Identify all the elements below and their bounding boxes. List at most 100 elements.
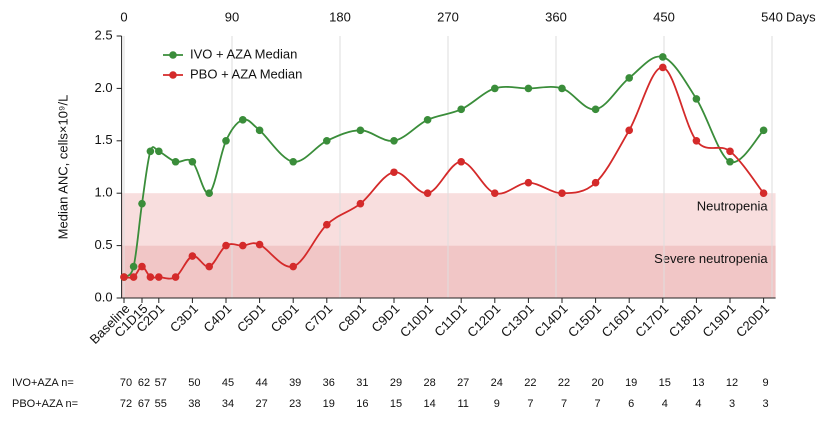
point bbox=[558, 84, 566, 93]
top-tick-label: 450 bbox=[653, 9, 675, 24]
top-tick-label: 270 bbox=[437, 9, 459, 24]
at-risk-value: 39 bbox=[289, 377, 301, 389]
y-tick-label: 0.5 bbox=[95, 237, 113, 252]
at-risk-value: 44 bbox=[255, 377, 267, 389]
point bbox=[239, 241, 247, 250]
point bbox=[138, 199, 146, 208]
band-label: Severe neutropenia bbox=[654, 251, 768, 266]
point bbox=[289, 157, 298, 166]
legend-label: IVO + AZA Median bbox=[190, 46, 297, 61]
band bbox=[121, 245, 776, 298]
x-tick-label: C4D1 bbox=[200, 301, 234, 335]
legend-marker bbox=[169, 51, 177, 59]
point bbox=[155, 273, 163, 281]
at-risk-label: IVO+AZA n= bbox=[12, 377, 74, 389]
x-tick-label: C3D1 bbox=[167, 301, 201, 335]
at-risk-value: 7 bbox=[595, 398, 601, 410]
point bbox=[692, 137, 701, 145]
at-risk-value: 14 bbox=[423, 398, 435, 410]
at-risk-value: 31 bbox=[356, 377, 368, 389]
point bbox=[239, 116, 247, 124]
x-tick-label: C11D1 bbox=[431, 301, 470, 340]
at-risk-value: 23 bbox=[289, 398, 301, 410]
point bbox=[625, 74, 633, 82]
at-risk-value: 67 bbox=[138, 398, 150, 410]
at-risk-value: 9 bbox=[763, 377, 769, 389]
point bbox=[759, 126, 768, 135]
point bbox=[255, 240, 264, 249]
band bbox=[121, 193, 776, 246]
point bbox=[625, 126, 633, 135]
top-tick-label: 0 bbox=[120, 9, 127, 24]
point bbox=[171, 157, 180, 166]
point bbox=[171, 273, 180, 281]
x-tick-label: C8D1 bbox=[335, 301, 369, 335]
point bbox=[491, 189, 499, 197]
at-risk-value: 72 bbox=[120, 398, 132, 410]
y-tick-label: 2.5 bbox=[95, 27, 113, 42]
point bbox=[558, 189, 566, 197]
at-risk-value: 28 bbox=[423, 377, 435, 389]
at-risk-value: 19 bbox=[323, 398, 335, 410]
point bbox=[146, 273, 155, 281]
point bbox=[129, 273, 138, 281]
at-risk-value: 3 bbox=[763, 398, 769, 410]
x-tick-label: C13D1 bbox=[498, 301, 537, 340]
at-risk-value: 38 bbox=[188, 398, 200, 410]
at-risk-value: 6 bbox=[628, 398, 634, 410]
at-risk-value: 12 bbox=[726, 377, 738, 389]
at-risk-value: 55 bbox=[155, 398, 167, 410]
at-risk-value: 19 bbox=[625, 377, 637, 389]
at-risk-value: 70 bbox=[120, 377, 132, 389]
x-tick-label: C16D1 bbox=[599, 301, 638, 340]
at-risk-value: 62 bbox=[138, 377, 150, 389]
y-tick-label: 2.0 bbox=[95, 80, 113, 95]
y-axis-label: Median ANC, cells×10⁹/L bbox=[55, 95, 70, 240]
at-risk-value: 7 bbox=[561, 398, 567, 410]
at-risk-value: 57 bbox=[155, 377, 167, 389]
point bbox=[390, 137, 398, 145]
at-risk-value: 27 bbox=[457, 377, 469, 389]
at-risk-value: 13 bbox=[692, 377, 704, 389]
point bbox=[289, 262, 298, 271]
top-tick-label: 180 bbox=[329, 9, 351, 24]
point bbox=[222, 241, 230, 250]
point bbox=[659, 63, 667, 72]
point bbox=[759, 189, 768, 197]
at-risk-value: 15 bbox=[659, 377, 671, 389]
at-risk-value: 27 bbox=[255, 398, 267, 410]
at-risk-value: 29 bbox=[390, 377, 402, 389]
top-tick-label: 360 bbox=[545, 9, 567, 24]
y-tick-label: 0.0 bbox=[95, 289, 113, 304]
point bbox=[146, 147, 155, 156]
point bbox=[323, 137, 331, 145]
at-risk-value: 4 bbox=[695, 398, 701, 410]
at-risk-label: PBO+AZA n= bbox=[12, 398, 78, 410]
top-tick-label: 540 bbox=[761, 9, 783, 24]
top-axis-label: Days bbox=[786, 9, 816, 24]
point bbox=[356, 199, 365, 208]
legend-marker bbox=[169, 71, 177, 79]
x-tick-label: C12D1 bbox=[464, 301, 503, 340]
point bbox=[390, 168, 398, 177]
point bbox=[491, 84, 499, 93]
at-risk-value: 4 bbox=[662, 398, 668, 410]
x-tick-label: C20D1 bbox=[733, 301, 772, 340]
point bbox=[255, 126, 264, 135]
point bbox=[423, 189, 432, 197]
y-tick-label: 1.5 bbox=[95, 132, 113, 147]
point bbox=[423, 116, 432, 124]
legend-label: PBO + AZA Median bbox=[190, 66, 302, 81]
x-tick-label: C14D1 bbox=[531, 301, 570, 340]
x-tick-label: C6D1 bbox=[268, 301, 302, 335]
x-tick-label: C15D1 bbox=[565, 301, 604, 340]
point bbox=[155, 147, 163, 156]
point bbox=[659, 53, 667, 61]
point bbox=[524, 178, 533, 187]
at-risk-value: 36 bbox=[323, 377, 335, 389]
x-tick-label: C18D1 bbox=[666, 301, 705, 340]
at-risk-value: 34 bbox=[222, 398, 234, 410]
point bbox=[188, 252, 197, 260]
x-tick-label: C17D1 bbox=[632, 301, 671, 340]
